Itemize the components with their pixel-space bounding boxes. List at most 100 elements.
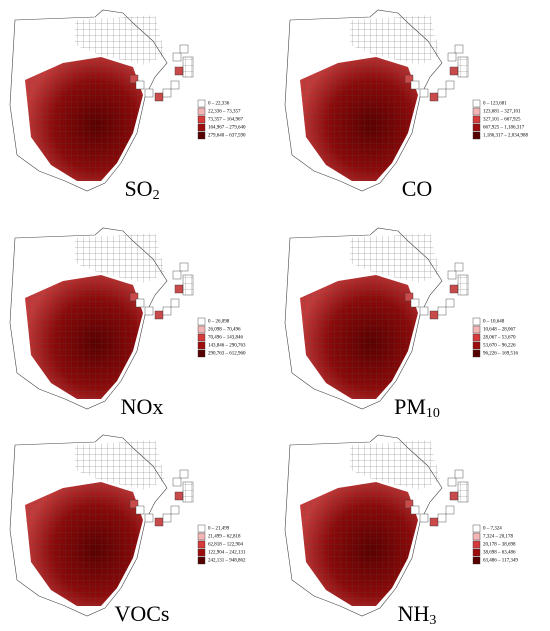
grid-north	[75, 440, 165, 490]
grid-cell	[129, 499, 139, 509]
panel-label: SO2	[124, 176, 159, 203]
grid-cell	[179, 44, 189, 54]
grid-cell	[429, 517, 439, 527]
grid-cell	[144, 88, 154, 98]
grid-cell	[449, 284, 459, 294]
grid-cell	[172, 477, 182, 487]
panel: 0 – 22,336 22,336 – 73,357 73,357 – 164,96…	[9, 9, 246, 203]
grid-cell	[135, 505, 145, 515]
grid-cell	[129, 74, 139, 84]
legend-swatch	[472, 123, 481, 132]
grid-cell	[437, 513, 447, 523]
grid-cell	[182, 274, 194, 296]
legend-label: 38,698 – 63,486	[483, 551, 516, 556]
grid-cell	[454, 262, 464, 272]
grid-cell	[437, 306, 447, 316]
grid-cell	[154, 517, 164, 527]
legend-swatch	[197, 107, 206, 116]
panel-label: VOCs	[114, 601, 169, 626]
panel: 0 – 123,681 123,681 – 327,101 327,101 – 66…	[284, 9, 529, 201]
legend-swatch	[472, 532, 481, 541]
grid-cell	[172, 52, 182, 62]
legend-swatch	[197, 548, 206, 557]
grid-overlay	[25, 57, 143, 181]
legend-label: 26,098 – 70,496	[208, 328, 241, 333]
panel: 0 – 7,324 7,324 – 20,178 20,178 – 38,698 38…	[284, 434, 518, 628]
label-text: CO	[402, 176, 433, 201]
grid-cell	[445, 505, 455, 515]
grid-cell	[449, 491, 459, 501]
legend-swatch	[472, 341, 481, 350]
grid-cell	[437, 88, 447, 98]
grid-north	[350, 233, 440, 283]
legend-label: 28,067 – 53,670	[483, 336, 516, 341]
legend-swatch	[472, 325, 481, 334]
map	[9, 434, 194, 617]
grid-cell	[182, 56, 194, 78]
legend-swatch	[197, 333, 206, 342]
legend-swatch	[197, 532, 206, 541]
grid-cell	[410, 505, 420, 515]
grid-cell	[404, 292, 414, 302]
legend-swatch	[197, 115, 206, 124]
legend-label: 20,178 – 38,698	[483, 543, 516, 548]
legend-swatch	[472, 524, 481, 533]
legend-label: 1,186,317 – 2,034,988	[483, 134, 529, 139]
legend-swatch	[472, 548, 481, 557]
grid-cell	[447, 52, 457, 62]
legend-swatch	[197, 325, 206, 334]
map	[9, 9, 194, 192]
label-text: SO	[124, 176, 152, 201]
legend-label: 0 – 26,098	[208, 320, 230, 325]
grid-overlay	[25, 275, 143, 399]
grid-cell	[170, 80, 180, 90]
legend-label: 242,131 – 948,862	[208, 559, 246, 564]
grid-cell	[445, 298, 455, 308]
panel-label: NOx	[121, 394, 164, 419]
grid-north	[75, 233, 165, 283]
grid-cell	[144, 306, 154, 316]
legend-swatch	[197, 317, 206, 326]
legend-swatch	[472, 131, 481, 140]
legend-label: 21,499 – 62,818	[208, 535, 241, 540]
label-subscript: 3	[429, 613, 436, 628]
grid-cell	[447, 270, 457, 280]
grid-cell	[404, 74, 414, 84]
legend-swatch	[472, 107, 481, 116]
map	[284, 9, 469, 192]
grid-cell	[429, 92, 439, 102]
legend-swatch	[197, 131, 206, 140]
legend-label: 667,925 – 1,186,317	[483, 126, 525, 131]
legend-label: 164,967 – 279,640	[208, 126, 246, 131]
grid-cell	[457, 481, 469, 503]
grid-north	[350, 440, 440, 490]
grid-cell	[419, 88, 429, 98]
grid-cell	[445, 80, 455, 90]
grid-overlay	[300, 275, 418, 399]
map	[9, 227, 194, 410]
legend-label: 10,648 – 28,067	[483, 328, 516, 333]
grid-cell	[404, 499, 414, 509]
label-text: PM	[394, 394, 426, 419]
grid-cell	[429, 310, 439, 320]
legend-label: 123,681 – 327,101	[483, 110, 521, 115]
grid-cell	[447, 477, 457, 487]
grid-cell	[154, 310, 164, 320]
grid-cell	[454, 469, 464, 479]
legend-label: 70,496 – 143,846	[208, 336, 244, 341]
grid-cell	[179, 469, 189, 479]
grid-cell	[162, 306, 172, 316]
legend-swatch	[197, 349, 206, 358]
grid-cell	[135, 298, 145, 308]
grid-cell	[162, 88, 172, 98]
legend-label: 0 – 10,648	[483, 320, 505, 325]
grid-north	[350, 15, 440, 65]
legend-label: 0 – 123,681	[483, 102, 507, 107]
legend-swatch	[197, 341, 206, 350]
panel: 0 – 26,098 26,098 – 70,496 70,496 – 143,84…	[9, 227, 246, 419]
grid-cell	[454, 44, 464, 54]
legend-swatch	[472, 115, 481, 124]
grid-cell	[457, 56, 469, 78]
grid-north	[75, 15, 165, 65]
